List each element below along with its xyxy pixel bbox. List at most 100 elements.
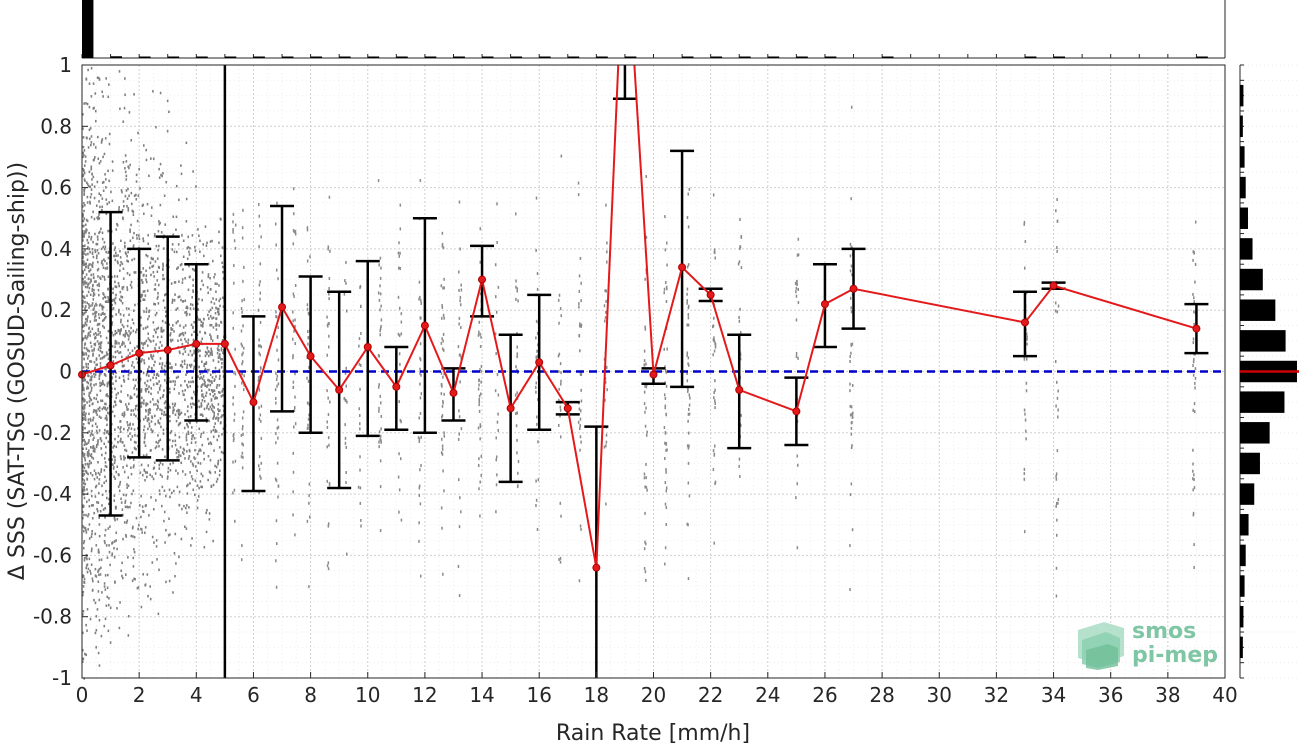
scatter-point [164, 321, 167, 324]
scatter-point [457, 345, 460, 349]
scatter-point [150, 206, 153, 209]
scatter-point [397, 332, 400, 336]
scatter-point [306, 307, 309, 311]
scatter-point [145, 384, 148, 387]
scatter-point [97, 548, 100, 551]
scatter-point [537, 440, 539, 444]
scatter-point [558, 321, 560, 325]
scatter-point [206, 404, 209, 408]
scatter-point [92, 433, 94, 437]
scatter-point [277, 425, 280, 429]
scatter-point [90, 66, 93, 70]
scatter-point [205, 391, 208, 395]
scatter-point [120, 189, 123, 192]
scatter-point [123, 380, 126, 383]
scatter-point [309, 255, 311, 259]
scatter-point [142, 237, 144, 240]
scatter-point [112, 298, 114, 302]
scatter-point [141, 281, 144, 284]
scatter-point [379, 284, 381, 288]
scatter-point [82, 648, 84, 652]
scatter-point [89, 196, 92, 199]
scatter-point [212, 539, 214, 543]
scatter-point [149, 597, 152, 601]
scatter-point [275, 432, 277, 436]
scatter-point [193, 367, 195, 371]
scatter-point [851, 416, 854, 420]
scatter-point [91, 302, 94, 305]
scatter-point [211, 353, 213, 357]
top-histogram-bar [110, 56, 123, 58]
scatter-point [142, 371, 145, 375]
scatter-point [292, 187, 295, 191]
scatter-point [478, 400, 481, 404]
scatter-point [241, 372, 244, 376]
scatter-point [418, 440, 421, 444]
scatter-point [241, 544, 243, 548]
scatter-point [201, 474, 204, 478]
scatter-point [101, 484, 103, 488]
scatter-point [89, 320, 92, 323]
scatter-point [123, 427, 125, 431]
scatter-point [115, 396, 118, 400]
scatter-point [132, 210, 135, 214]
scatter-point [459, 380, 461, 384]
scatter-point [517, 299, 519, 303]
scatter-point [199, 239, 201, 243]
scatter-point [99, 160, 102, 163]
scatter-point [189, 275, 191, 279]
scatter-point [169, 391, 171, 394]
scatter-point [218, 473, 221, 477]
scatter-point [163, 194, 166, 197]
scatter-point [663, 393, 666, 397]
scatter-point [199, 287, 202, 291]
scatter-point [157, 406, 159, 410]
scatter-point [477, 333, 480, 337]
scatter-point [105, 212, 108, 216]
x-tick-label: 34 [1041, 683, 1066, 707]
scatter-point [124, 448, 126, 452]
scatter-point [196, 469, 198, 473]
scatter-point [99, 509, 102, 513]
right-histogram-bar [1240, 514, 1249, 536]
scatter-point [104, 402, 106, 406]
scatter-point [82, 330, 85, 333]
scatter-point [215, 417, 217, 420]
scatter-point [688, 444, 690, 448]
scatter-point [215, 386, 218, 389]
scatter-point [93, 372, 95, 376]
scatter-point [102, 245, 104, 249]
scatter-point [686, 371, 688, 375]
scatter-point [104, 367, 106, 370]
scatter-point [86, 380, 88, 384]
scatter-point [106, 393, 108, 396]
scatter-point [200, 385, 203, 389]
scatter-point [187, 235, 190, 239]
scatter-point [714, 341, 716, 345]
scatter-point [121, 190, 123, 194]
scatter-point [516, 391, 518, 395]
scatter-point [207, 291, 210, 295]
scatter-point [359, 486, 362, 490]
scatter-point [359, 501, 362, 505]
scatter-point [129, 505, 131, 509]
scatter-point [219, 374, 221, 378]
scatter-point [127, 338, 130, 341]
scatter-point [1192, 364, 1194, 368]
scatter-point [88, 459, 91, 463]
scatter-point [83, 556, 86, 560]
scatter-point [98, 406, 101, 409]
top-histogram [81, 0, 1226, 59]
scatter-point [133, 257, 136, 261]
scatter-point [82, 305, 84, 308]
scatter-point [194, 441, 197, 444]
scatter-point [200, 432, 203, 436]
scatter-point [201, 337, 204, 341]
scatter-point [345, 366, 347, 370]
scatter-point [100, 341, 103, 344]
scatter-point [163, 368, 166, 372]
scatter-point [105, 336, 108, 340]
scatter-point [560, 382, 562, 386]
y-tick-label: -1 [52, 666, 72, 690]
scatter-point [443, 277, 445, 281]
